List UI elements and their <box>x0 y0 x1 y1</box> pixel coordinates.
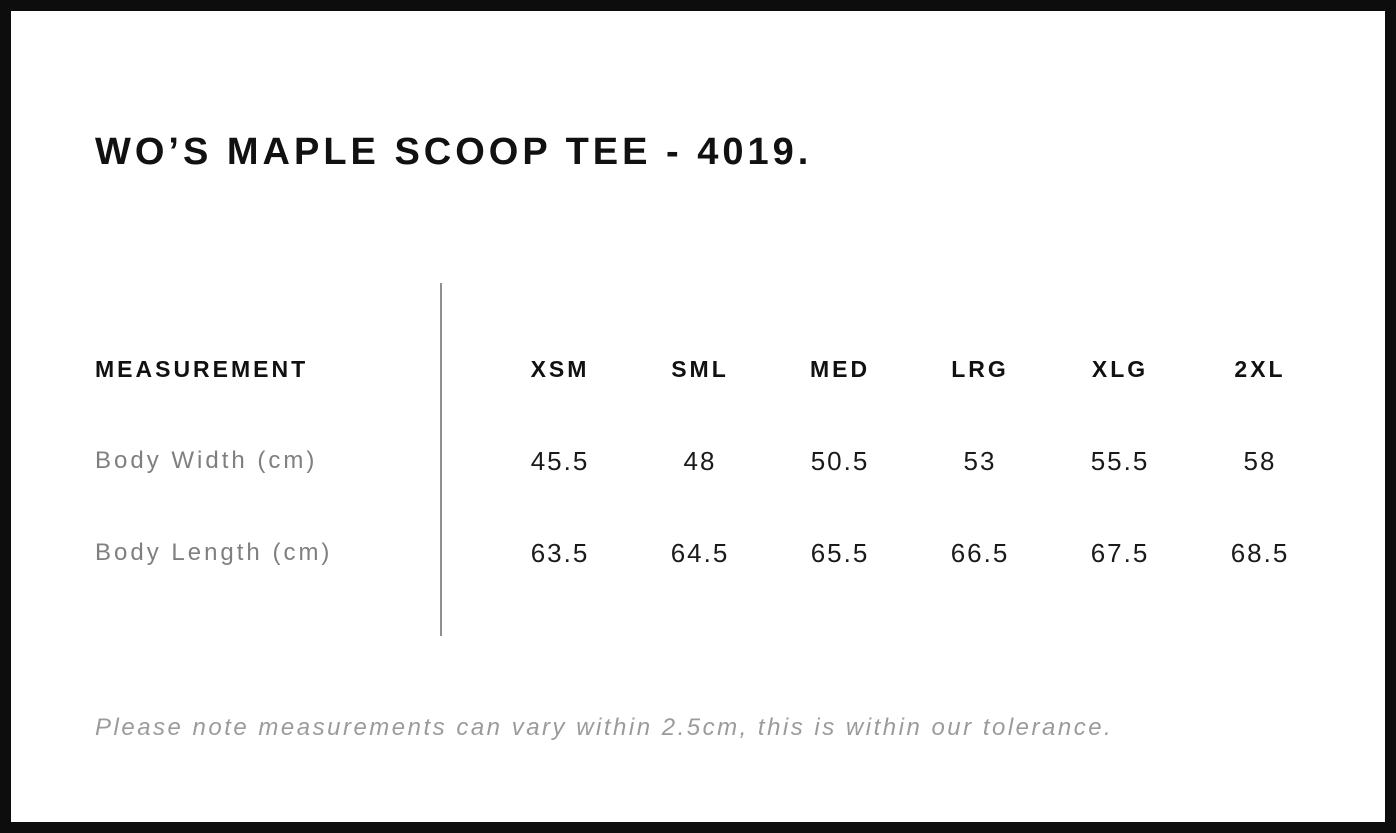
size-header-med: MED <box>809 356 871 382</box>
body-width-value-sml: 48 <box>683 446 717 476</box>
body-width-value-xsm: 45.5 <box>530 446 590 476</box>
size-header-lrg: LRG <box>951 356 1009 382</box>
measurement-column-header: MEASUREMENT <box>95 356 309 382</box>
body-width-value-2xl: 58 <box>1243 446 1277 476</box>
body-width-value-lrg: 53 <box>963 446 997 476</box>
body-width-value-med: 50.5 <box>810 446 870 476</box>
size-header-xlg: XLG <box>1091 356 1149 382</box>
row-label-body-length: Body Length (cm) <box>95 539 333 566</box>
size-table-header-row: MEASUREMENT XSM SML MED LRG XLG 2XL <box>95 345 1330 393</box>
table-column-divider <box>440 283 442 636</box>
size-header-sml: SML <box>671 356 729 382</box>
body-width-value-xlg: 55.5 <box>1090 446 1150 476</box>
body-length-value-med: 65.5 <box>810 538 870 568</box>
body-length-value-xsm: 63.5 <box>530 538 590 568</box>
size-table: MEASUREMENT XSM SML MED LRG XLG 2XL Body… <box>95 345 1330 577</box>
size-header-xsm: XSM <box>530 356 590 382</box>
size-header-2xl: 2XL <box>1234 356 1286 382</box>
body-length-value-sml: 64.5 <box>670 538 730 568</box>
table-row-body-width: Body Width (cm) 45.5 48 50.5 53 55.5 58 <box>95 437 1330 485</box>
page-title: WO’S MAPLE SCOOP TEE - 4019. <box>95 131 813 174</box>
body-length-value-xlg: 67.5 <box>1090 538 1150 568</box>
body-length-value-2xl: 68.5 <box>1230 538 1290 568</box>
body-length-value-lrg: 66.5 <box>950 538 1010 568</box>
table-row-body-length: Body Length (cm) 63.5 64.5 65.5 66.5 67.… <box>95 529 1330 577</box>
tolerance-note: Please note measurements can vary within… <box>95 714 1114 741</box>
row-label-body-width: Body Width (cm) <box>95 447 318 474</box>
